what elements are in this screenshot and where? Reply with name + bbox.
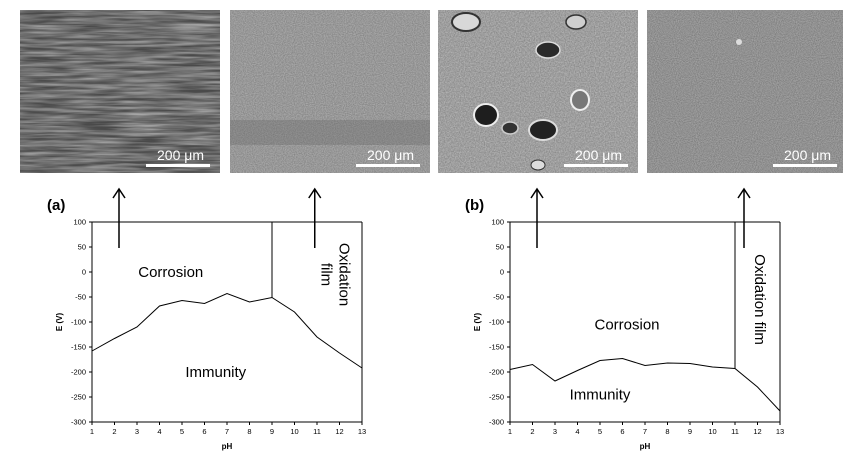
y-tick-label: -100: [71, 318, 86, 327]
x-tick-label: 5: [180, 427, 184, 436]
x-tick-label: 4: [575, 427, 579, 436]
scale-bar: [356, 164, 420, 167]
region-label-immunity: Immunity: [570, 387, 631, 404]
x-tick-label: 7: [643, 427, 647, 436]
y-tick-label: -300: [489, 418, 504, 427]
y-tick-label: -100: [489, 318, 504, 327]
x-axis-label: pH: [640, 442, 651, 451]
sem-image-4: 200 μm: [647, 10, 843, 173]
y-tick-label: 50: [78, 243, 86, 252]
y-tick-label: -200: [489, 368, 504, 377]
series-line: [91, 292, 363, 369]
sem-image-1: 200 μm: [20, 10, 220, 173]
y-tick-label: -250: [489, 393, 504, 402]
y-tick-label: -150: [71, 343, 86, 352]
sem-image-2: 200 μm: [230, 10, 430, 173]
sem-texture-4: [647, 10, 843, 173]
scale-label: 200 μm: [575, 147, 622, 163]
panel-label: (a): [47, 197, 65, 214]
y-axis-label: E (V): [473, 313, 482, 332]
scale-bar: [773, 164, 837, 167]
y-tick-label: -200: [71, 368, 86, 377]
region-label-line: Oxidation film: [751, 254, 768, 345]
x-tick-label: 7: [225, 427, 229, 436]
x-tick-label: 12: [753, 427, 761, 436]
y-tick-label: -300: [71, 418, 86, 427]
scale-bar: [564, 164, 628, 167]
x-tick-label: 9: [270, 427, 274, 436]
y-axis-label: E (V): [55, 313, 64, 332]
x-tick-label: 1: [90, 427, 94, 436]
x-tick-label: 8: [247, 427, 251, 436]
sem-texture-2: [230, 10, 430, 173]
arrow-head: [737, 187, 751, 199]
series-line: [509, 357, 781, 412]
y-tick-label: 50: [496, 243, 504, 252]
x-tick-label: 4: [157, 427, 161, 436]
sem-texture-3: [438, 10, 638, 173]
x-tick-label: 10: [708, 427, 716, 436]
sem-image-3: 200 μm: [438, 10, 638, 173]
arrow-head: [308, 187, 322, 199]
x-tick-label: 11: [731, 427, 739, 436]
panel-label: (b): [465, 197, 484, 214]
x-tick-label: 8: [665, 427, 669, 436]
y-tick-label: -50: [493, 293, 504, 302]
x-tick-label: 12: [335, 427, 343, 436]
x-tick-label: 2: [112, 427, 116, 436]
y-tick-label: 100: [491, 218, 504, 227]
y-tick-label: 0: [500, 268, 504, 277]
arrow-head: [112, 187, 126, 199]
y-tick-label: 100: [73, 218, 86, 227]
region-label-corrosion: Corrosion: [138, 264, 203, 281]
x-tick-label: 10: [290, 427, 298, 436]
x-tick-label: 6: [620, 427, 624, 436]
x-tick-label: 5: [598, 427, 602, 436]
x-tick-label: 11: [313, 427, 321, 436]
y-tick-label: -150: [489, 343, 504, 352]
y-tick-label: -250: [71, 393, 86, 402]
scale-bar: [146, 164, 210, 167]
region-label-immunity: Immunity: [185, 364, 246, 381]
x-tick-label: 13: [776, 427, 784, 436]
scale-label: 200 μm: [157, 147, 204, 163]
x-tick-label: 2: [530, 427, 534, 436]
x-axis-label: pH: [222, 442, 233, 451]
sem-texture-1: [20, 10, 220, 173]
arrow-head: [530, 187, 544, 199]
scale-label: 200 μm: [367, 147, 414, 163]
region-label-line: Oxidation: [336, 243, 353, 306]
region-label-oxidation-film: Oxidation film: [751, 254, 768, 345]
x-tick-label: 3: [135, 427, 139, 436]
region-label-oxidation-film: Oxidationfilm: [318, 243, 353, 306]
scale-label: 200 μm: [784, 147, 831, 163]
region-label-line: film: [318, 263, 335, 286]
x-tick-label: 13: [358, 427, 366, 436]
y-tick-label: 0: [82, 268, 86, 277]
x-tick-label: 3: [553, 427, 557, 436]
x-tick-label: 9: [688, 427, 692, 436]
region-label-corrosion: Corrosion: [594, 317, 659, 334]
x-tick-label: 1: [508, 427, 512, 436]
x-tick-label: 6: [202, 427, 206, 436]
y-tick-label: -50: [75, 293, 86, 302]
